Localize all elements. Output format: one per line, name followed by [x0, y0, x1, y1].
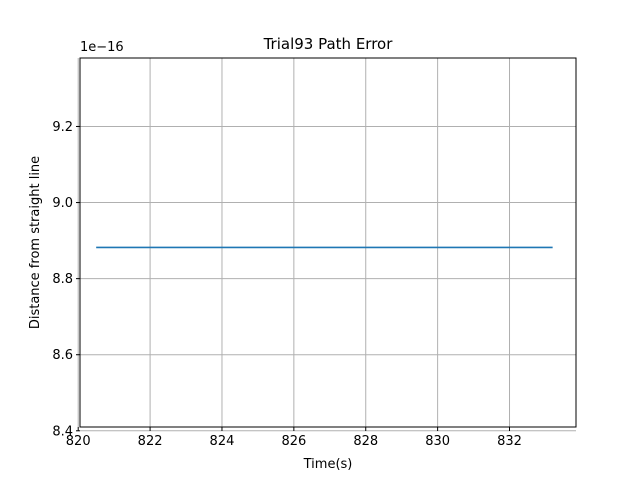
x-tick-label: 830: [425, 434, 450, 449]
x-tick-label: 832: [497, 434, 522, 449]
y-tick-label: 8.4: [52, 424, 73, 439]
x-tick-label: 820: [66, 434, 91, 449]
y-tick-label: 9.2: [52, 120, 73, 135]
grid: [77, 58, 576, 432]
y-offset-label: 1e−16: [80, 40, 124, 55]
x-axis-label: Time(s): [303, 457, 353, 472]
x-tick-label: 826: [281, 434, 306, 449]
x-tick-label: 822: [138, 434, 163, 449]
x-tick-label: 828: [353, 434, 378, 449]
y-tick-label: 8.8: [52, 272, 73, 287]
chart-title: Trial93 Path Error: [263, 35, 394, 53]
y-tick-label: 9.0: [52, 196, 73, 211]
ticks: 820 822 824 826 828 830 832 8.4 8.6 8.8 9.0 9.2: [52, 120, 522, 449]
y-axis-label: Distance from straight line: [28, 156, 43, 329]
plot-frame: [79, 57, 577, 428]
x-tick-label: 824: [210, 434, 235, 449]
y-tick-label: 8.6: [52, 348, 73, 363]
